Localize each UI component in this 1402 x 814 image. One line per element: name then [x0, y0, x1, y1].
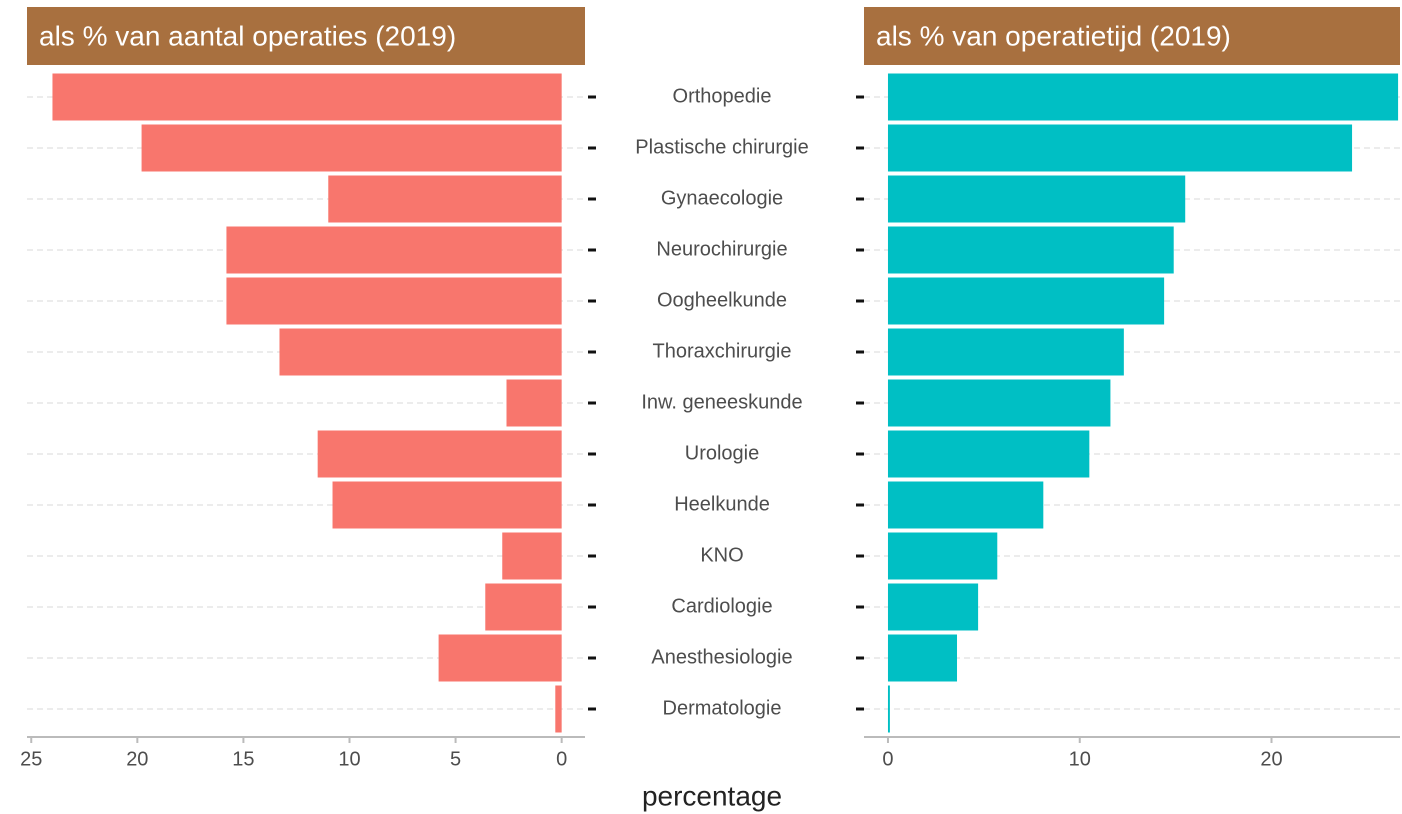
bar	[887, 175, 1186, 223]
bar	[887, 226, 1174, 274]
bar	[887, 124, 1353, 172]
category-label: Oogheelkunde	[657, 289, 787, 311]
category-label: Thoraxchirurgie	[653, 340, 792, 362]
title-strip	[864, 7, 1400, 65]
title-strip	[27, 7, 585, 65]
category-label: Urologie	[685, 442, 759, 464]
bar	[328, 175, 562, 223]
category-label: Dermatologie	[663, 697, 782, 719]
x-tick-label: 10	[1069, 748, 1091, 770]
category-label: Heelkunde	[674, 493, 770, 515]
bar	[887, 532, 998, 580]
bar	[887, 685, 890, 733]
bar	[141, 124, 562, 172]
category-label: Inw. geneeskunde	[641, 391, 802, 413]
x-tick-label: 10	[338, 748, 360, 770]
category-label: Orthopedie	[673, 85, 772, 107]
bar	[555, 685, 562, 733]
x-tick-label: 0	[882, 748, 893, 770]
panel-title: als % van operatietijd (2019)	[876, 20, 1231, 51]
x-tick-label: 0	[556, 748, 567, 770]
x-tick-label: 15	[232, 748, 254, 770]
bar	[52, 73, 562, 121]
x-tick-label: 20	[126, 748, 148, 770]
category-label: Neurochirurgie	[656, 238, 787, 260]
bar	[887, 481, 1044, 529]
x-tick-label: 25	[20, 748, 42, 770]
bar	[887, 430, 1090, 478]
category-label: KNO	[700, 544, 743, 566]
bar	[226, 277, 562, 325]
bar	[438, 634, 562, 682]
bar	[226, 226, 562, 274]
bar	[332, 481, 562, 529]
bar	[485, 583, 562, 631]
bar	[887, 634, 958, 682]
bar	[887, 277, 1165, 325]
bar	[317, 430, 562, 478]
category-label: Plastische chirurgie	[635, 136, 808, 158]
category-label: Gynaecologie	[661, 187, 783, 209]
bar	[887, 379, 1111, 427]
bar	[887, 328, 1124, 376]
bar	[502, 532, 562, 580]
x-tick-label: 5	[450, 748, 461, 770]
bar	[279, 328, 562, 376]
bar	[887, 583, 979, 631]
panel-title: als % van aantal operaties (2019)	[39, 20, 456, 51]
x-axis-title: percentage	[642, 780, 782, 811]
bar	[887, 73, 1399, 121]
category-label: Cardiologie	[671, 595, 772, 617]
category-label: Anesthesiologie	[651, 646, 792, 668]
bar	[506, 379, 562, 427]
x-tick-label: 20	[1260, 748, 1282, 770]
